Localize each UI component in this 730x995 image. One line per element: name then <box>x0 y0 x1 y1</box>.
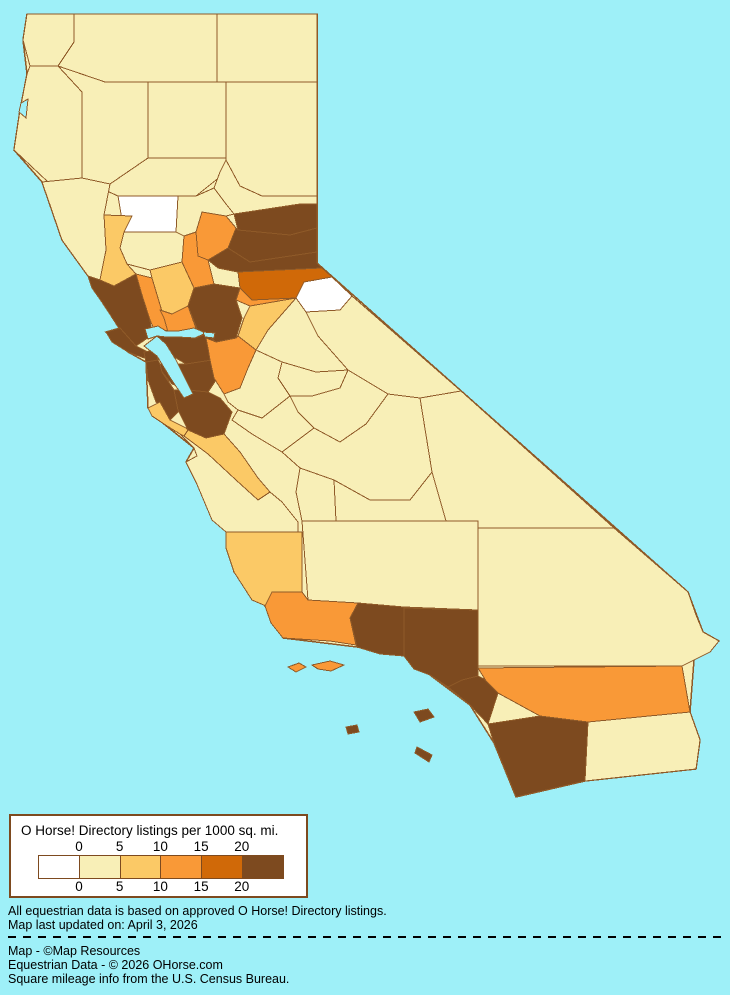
legend-box: O Horse! Directory listings per 1000 sq.… <box>9 814 308 898</box>
county-santa-catalina-island <box>413 708 435 723</box>
county-placer <box>207 247 323 273</box>
sacramento-delta-water <box>202 331 216 339</box>
legend-tick-label: 0 <box>75 839 83 854</box>
legend-swatch-1 <box>79 856 121 878</box>
county-modoc <box>216 13 318 83</box>
county-sacramento <box>187 283 243 343</box>
county-imperial <box>584 711 701 782</box>
county-santa-cruz-island <box>311 660 345 672</box>
county-san-bernardino <box>477 527 720 667</box>
county-ventura <box>349 602 405 657</box>
humboldt-bay <box>18 98 29 119</box>
legend-swatch-5 <box>243 856 283 878</box>
legend-color-ramp <box>38 855 284 879</box>
san-pablo-suisun-bay <box>144 325 208 340</box>
legend-swatch-4 <box>202 856 244 878</box>
legend-tick-label: 5 <box>115 879 124 894</box>
county-san-diego <box>487 715 589 798</box>
legend-tick-label: 20 <box>234 839 250 854</box>
san-francisco-bay <box>143 335 194 399</box>
legend-ticks-bottom: 0 5 10 15 20 <box>11 879 306 894</box>
county-santa-barbara <box>264 591 359 646</box>
county-kern <box>301 520 479 611</box>
legend-tick-label: 15 <box>193 839 209 854</box>
data-disclaimer: All equestrian data is based on approved… <box>8 904 387 918</box>
county-shasta <box>147 81 227 159</box>
data-credit: Equestrian Data - © 2026 OHorse.com <box>8 958 223 972</box>
legend-tick-label: 10 <box>152 839 168 854</box>
county-santa-barbara-island <box>345 724 360 735</box>
census-credit: Square mileage info from the U.S. Census… <box>8 972 290 986</box>
county-santa-clara <box>173 389 233 439</box>
legend-swatch-2 <box>120 856 162 878</box>
legend-tick-label: 5 <box>115 839 124 854</box>
county-orange <box>447 675 499 725</box>
county-san-clemente-island <box>414 746 433 763</box>
county-lassen <box>225 81 318 197</box>
legend-tick-label: 10 <box>152 879 168 894</box>
legend-title: O Horse! Directory listings per 1000 sq.… <box>21 823 279 838</box>
legend-tick-label: 15 <box>193 879 209 894</box>
legend-ticks-top: 0 5 10 15 20 <box>11 839 306 854</box>
legend-swatch-0 <box>39 856 80 878</box>
legend-swatch-3 <box>161 856 203 878</box>
county-siskiyou <box>57 13 218 83</box>
county-monterey <box>179 433 299 533</box>
legend-tick-label: 0 <box>75 879 83 894</box>
county-santa-rosa-island <box>287 662 307 673</box>
dashed-separator <box>8 936 728 938</box>
map-credit: Map - ©Map Resources <box>8 944 141 958</box>
county-lake <box>99 214 137 287</box>
legend-tick-label: 20 <box>234 879 250 894</box>
last-updated-note: Map last updated on: April 3, 2026 <box>8 918 198 932</box>
